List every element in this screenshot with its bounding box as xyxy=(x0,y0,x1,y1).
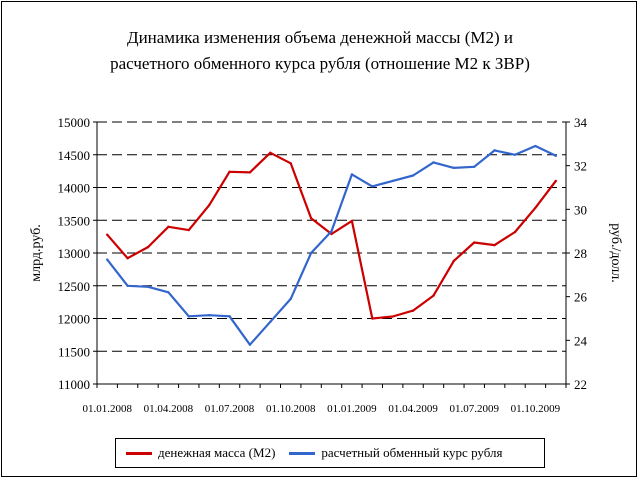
point-rate xyxy=(534,144,537,148)
x-tick-label: 01.04.2008 xyxy=(144,403,194,415)
point-m2 xyxy=(554,179,558,183)
left-tick-label: 14000 xyxy=(58,181,91,196)
legend-item-rate: расчетный обменный курс рубля xyxy=(289,445,502,461)
point-rate xyxy=(391,179,394,183)
point-rate xyxy=(513,153,517,156)
point-m2 xyxy=(391,315,394,318)
point-rate xyxy=(554,154,558,158)
series-lines xyxy=(105,144,558,346)
x-tick-label: 01.01.2009 xyxy=(327,403,377,415)
left-tick-label: 12500 xyxy=(58,279,91,294)
point-m2 xyxy=(473,241,476,244)
point-m2 xyxy=(309,217,313,220)
point-m2 xyxy=(350,219,354,223)
point-rate xyxy=(228,315,231,318)
legend-item-m2: денежная масса (М2) xyxy=(126,445,275,461)
right-axis-label: руб./долл. xyxy=(608,223,623,283)
point-m2 xyxy=(432,294,435,297)
x-tick-label: 01.07.2009 xyxy=(449,403,499,415)
point-rate xyxy=(187,315,190,318)
x-tick-label: 01.10.2008 xyxy=(266,403,316,415)
point-m2 xyxy=(126,257,129,260)
point-rate xyxy=(452,166,456,170)
point-rate xyxy=(289,297,292,301)
point-rate xyxy=(269,320,272,323)
left-tick-label: 15000 xyxy=(58,115,91,130)
point-rate xyxy=(126,284,129,287)
legend-swatch-m2 xyxy=(126,451,152,455)
chart-title-line2: расчетного обменного курса рубля (отноше… xyxy=(110,54,530,73)
legend-swatch-rate xyxy=(289,451,316,455)
point-rate xyxy=(371,185,374,188)
series-line-m2 xyxy=(106,151,557,320)
point-rate xyxy=(146,285,150,289)
left-axis-ticks: 11000 11500 12000 12500 13000 13500 14000 14500… xyxy=(58,115,97,392)
left-axis-label: млрд.руб. xyxy=(29,224,44,282)
point-rate xyxy=(248,343,252,346)
point-rate xyxy=(309,251,313,255)
left-tick-label: 13500 xyxy=(58,213,91,228)
point-m2 xyxy=(167,225,170,228)
point-m2 xyxy=(534,206,537,210)
right-tick-label: 32 xyxy=(574,159,587,174)
point-rate xyxy=(473,165,476,168)
chart-title-line1: Динамика изменения объема денежной массы… xyxy=(126,28,514,47)
right-tick-label: 34 xyxy=(574,115,588,130)
x-tick-label: 01.01.2008 xyxy=(82,403,132,415)
point-rate xyxy=(411,174,415,177)
left-tick-label: 14500 xyxy=(58,148,91,163)
point-rate xyxy=(167,291,170,294)
point-m2 xyxy=(452,259,456,263)
x-axis-ticks: 01.01.2008 01.04.2008 01.07.2008 01.10.2008… xyxy=(82,384,567,415)
right-tick-label: 24 xyxy=(574,333,588,348)
point-m2 xyxy=(248,171,252,174)
point-rate xyxy=(493,149,496,152)
point-m2 xyxy=(289,162,292,165)
point-rate xyxy=(432,161,435,164)
point-rate xyxy=(350,173,354,176)
left-tick-label: 13000 xyxy=(58,246,91,261)
point-m2 xyxy=(371,317,374,320)
legend-label-m2: денежная масса (М2) xyxy=(158,445,276,460)
point-m2 xyxy=(207,203,211,207)
point-rate xyxy=(330,229,333,233)
right-tick-label: 30 xyxy=(574,202,587,217)
point-m2 xyxy=(493,243,496,247)
legend: денежная масса (М2) расчетный обменный к… xyxy=(115,438,545,468)
grid-lines xyxy=(97,121,566,352)
point-m2 xyxy=(146,245,150,249)
left-tick-label: 12000 xyxy=(58,312,91,327)
point-m2 xyxy=(228,170,231,173)
legend-label-rate: расчетный обменный курс рубля xyxy=(321,445,503,460)
left-tick-label: 11500 xyxy=(58,344,90,359)
point-rate xyxy=(105,258,109,261)
right-tick-label: 22 xyxy=(574,377,587,392)
left-tick-label: 11000 xyxy=(58,377,90,392)
point-m2 xyxy=(513,230,517,234)
point-m2 xyxy=(269,151,272,154)
point-m2 xyxy=(187,228,190,232)
point-m2 xyxy=(105,233,109,236)
x-tick-label: 01.10.2009 xyxy=(511,403,561,415)
point-rate xyxy=(207,314,211,317)
right-tick-label: 28 xyxy=(574,246,587,261)
point-m2 xyxy=(411,309,415,312)
right-tick-label: 26 xyxy=(574,290,588,305)
x-tick-label: 01.07.2008 xyxy=(205,403,255,415)
right-axis-ticks: 22 24 26 28 30 32 34 xyxy=(566,115,588,392)
x-tick-label: 01.04.2009 xyxy=(388,403,438,415)
